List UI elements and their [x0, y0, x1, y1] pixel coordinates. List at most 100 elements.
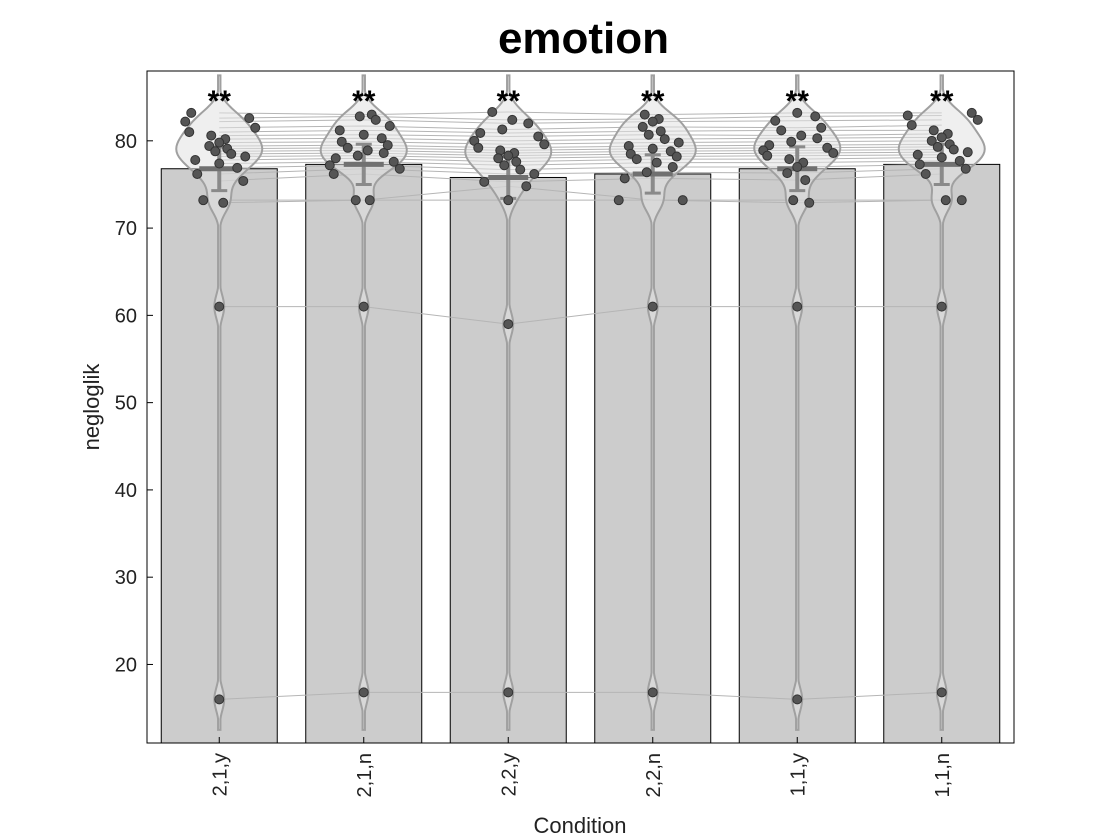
violin: [464, 74, 553, 731]
subject-line: [219, 691, 942, 700]
y-axis-title: negloglik: [79, 363, 104, 451]
data-point: [529, 168, 540, 179]
data-point: [324, 160, 335, 171]
data-point: [796, 130, 807, 141]
data-point: [507, 114, 518, 125]
data-point: [238, 175, 249, 186]
x-tick-label: 2,2,y: [498, 753, 520, 796]
subject-line: [219, 111, 942, 116]
data-point: [954, 155, 965, 166]
violin: [319, 74, 408, 731]
data-point: [358, 129, 369, 140]
data-point: [511, 156, 522, 167]
data-point: [350, 195, 361, 206]
violin: [608, 74, 697, 731]
x-tick-label: 1,1,n: [932, 753, 954, 797]
subject-line: [219, 185, 942, 204]
data-point: [828, 148, 839, 159]
data-point: [192, 168, 203, 179]
data-point: [336, 136, 347, 147]
data-point: [926, 135, 937, 146]
data-point: [240, 151, 251, 162]
data-point: [643, 129, 654, 140]
data-point: [523, 118, 534, 129]
significance-marker: **: [497, 85, 521, 118]
y-tick-label: 40: [115, 480, 137, 502]
chart-title: emotion: [498, 14, 669, 63]
data-point: [354, 111, 365, 122]
data-point: [362, 145, 373, 156]
data-point: [533, 131, 544, 142]
data-point: [647, 687, 658, 698]
data-point: [515, 164, 526, 175]
data-point: [250, 122, 261, 133]
y-tick-label: 20: [115, 654, 137, 676]
data-point: [655, 126, 666, 137]
data-point: [184, 127, 195, 138]
data-point: [637, 121, 648, 132]
data-point: [651, 157, 662, 168]
violin: [753, 74, 842, 731]
data-point: [816, 122, 827, 133]
data-point: [960, 163, 971, 174]
data-point: [539, 139, 550, 150]
data-point: [762, 150, 773, 161]
significance-marker: **: [930, 85, 954, 118]
data-point: [784, 154, 795, 165]
data-point: [342, 142, 353, 153]
data-point: [352, 150, 363, 161]
data-point: [503, 150, 514, 161]
data-point: [641, 167, 652, 178]
data-point: [244, 113, 255, 124]
data-point: [804, 197, 815, 208]
data-point: [786, 136, 797, 147]
data-point: [647, 301, 658, 312]
x-tick-label: 1,1,y: [787, 753, 809, 796]
data-point: [376, 133, 387, 144]
data-point: [920, 168, 931, 179]
data-point: [792, 107, 803, 118]
violin: [175, 74, 264, 731]
data-point: [384, 120, 395, 131]
y-tick-label: 30: [115, 567, 137, 589]
data-point: [936, 132, 947, 143]
significance-marker: **: [641, 85, 665, 118]
data-point: [647, 116, 658, 127]
data-point: [475, 127, 486, 138]
data-point: [677, 195, 688, 206]
data-point: [493, 153, 504, 164]
data-point: [210, 146, 221, 157]
subject-line: [219, 306, 942, 325]
data-point: [479, 176, 490, 187]
data-point: [180, 116, 191, 127]
data-point: [936, 152, 947, 163]
data-point: [503, 195, 514, 206]
data-point: [782, 168, 793, 179]
data-point: [214, 137, 225, 148]
data-point: [940, 195, 951, 206]
data-point: [792, 694, 803, 705]
data-point: [776, 125, 787, 136]
violin: [897, 74, 986, 731]
x-tick-label: 2,1,n: [354, 753, 376, 797]
y-tick-label: 80: [115, 131, 137, 153]
data-point: [487, 107, 498, 118]
data-point: [966, 107, 977, 118]
data-point: [619, 173, 630, 184]
y-tick-label: 60: [115, 305, 137, 327]
data-point: [671, 151, 682, 162]
data-point: [497, 124, 508, 135]
subject-line: [219, 115, 942, 121]
data-point: [358, 687, 369, 698]
data-point: [388, 156, 399, 167]
data-point: [378, 148, 389, 159]
x-axis-title: Condition: [534, 813, 627, 838]
data-point: [902, 110, 913, 121]
data-point: [800, 175, 811, 186]
data-point: [503, 687, 514, 698]
data-point: [190, 155, 201, 166]
data-point: [659, 134, 670, 145]
data-point: [364, 195, 375, 206]
